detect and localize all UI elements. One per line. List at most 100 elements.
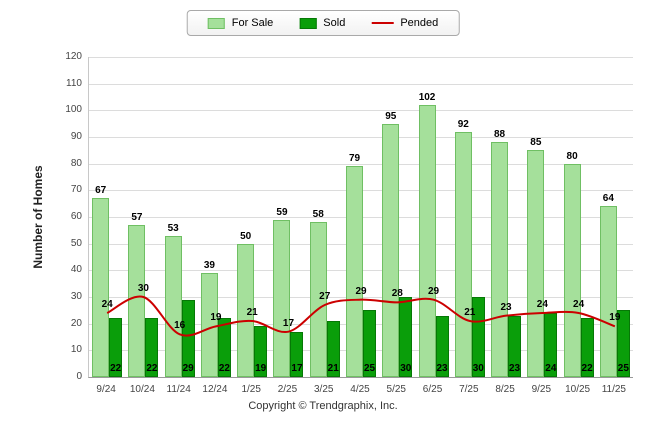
for-sale-value: 50 <box>240 230 252 242</box>
for-sale-bar <box>382 123 400 377</box>
legend-label-for-sale: For Sale <box>231 17 274 29</box>
sold-value: 25 <box>363 363 376 374</box>
x-tick-label: 10/25 <box>565 384 591 395</box>
for-sale-value: 88 <box>494 129 506 141</box>
sold-value: 23 <box>509 363 521 374</box>
for-sale-bar <box>346 166 363 377</box>
sold-value: 19 <box>255 363 267 374</box>
pended-line-swatch <box>371 22 394 24</box>
pended-value: 24 <box>536 299 548 310</box>
y-tick-label: 30 <box>70 291 82 302</box>
legend-item-sold: Sold <box>299 17 345 29</box>
y-tick-label: 120 <box>65 51 82 62</box>
for-sale-bar <box>418 105 436 377</box>
for-sale-value: 53 <box>167 222 179 234</box>
pended-value: 24 <box>573 299 585 310</box>
for-sale-value: 57 <box>131 212 143 223</box>
copyright: Copyright © Trendgraphix, Inc. <box>248 400 398 412</box>
for-sale-value: 92 <box>457 118 469 130</box>
legend-item-for-sale: For Sale <box>207 17 274 29</box>
x-tick-label: 3/25 <box>313 384 334 395</box>
x-tick-label: 4/25 <box>350 384 370 395</box>
pended-value: 21 <box>464 307 476 318</box>
y-tick-label: 60 <box>70 211 82 222</box>
x-tick-label: 9/25 <box>531 384 552 395</box>
for-sale-value: 67 <box>95 185 107 197</box>
y-tick-label: 0 <box>76 371 82 382</box>
sold-value: 23 <box>436 363 448 374</box>
plot-area: 67 22 24 57 22 30 53 29 16 39 22 19 50 19 21 59 17 17 58 21… <box>88 57 633 378</box>
pended-value: 24 <box>101 299 113 310</box>
y-tick-label: 40 <box>70 264 82 276</box>
for-sale-value: 58 <box>312 209 324 221</box>
for-sale-bar <box>164 235 182 377</box>
for-sale-swatch <box>207 17 225 29</box>
pended-value: 21 <box>246 307 258 318</box>
sold-swatch <box>299 17 317 29</box>
for-sale-value: 39 <box>203 260 215 271</box>
gridline <box>89 83 633 85</box>
for-sale-value: 80 <box>566 150 578 162</box>
for-sale-bar <box>454 131 472 377</box>
y-tick-label: 90 <box>70 131 82 142</box>
pended-value: 27 <box>319 291 331 302</box>
sold-value: 21 <box>327 363 339 374</box>
x-tick-label: 1/25 <box>241 384 261 395</box>
y-tick-label: 100 <box>65 104 82 116</box>
gridline <box>89 110 633 112</box>
pended-value: 16 <box>174 320 186 332</box>
x-tick-label: 6/25 <box>422 384 443 395</box>
sold-value: 25 <box>617 363 629 374</box>
legend-label-sold: Sold <box>323 17 346 29</box>
sold-value: 17 <box>291 363 303 374</box>
gridline <box>89 163 633 165</box>
for-sale-bar <box>92 198 110 377</box>
pended-value: 29 <box>427 285 440 297</box>
for-sale-value: 64 <box>602 193 614 205</box>
pended-value: 17 <box>282 317 295 329</box>
legend: For Sale Sold Pended <box>186 10 460 36</box>
sold-value: 22 <box>218 363 230 374</box>
for-sale-value: 85 <box>530 137 542 149</box>
for-sale-value: 95 <box>385 110 397 122</box>
x-tick-label: 11/24 <box>166 384 191 395</box>
sold-value: 30 <box>400 363 412 374</box>
gridline <box>89 57 633 58</box>
sold-bar <box>616 310 630 377</box>
legend-label-pended: Pended <box>400 17 439 29</box>
y-axis-title: Number of Homes <box>31 165 45 269</box>
sold-value: 22 <box>110 363 122 374</box>
pended-value: 19 <box>210 312 222 324</box>
sold-value: 22 <box>581 363 593 374</box>
for-sale-bar <box>273 219 291 377</box>
for-sale-value: 79 <box>348 153 361 165</box>
x-tick-label: 5/25 <box>386 384 406 395</box>
for-sale-bar <box>527 150 545 377</box>
x-tick-label: 11/25 <box>601 384 627 395</box>
pended-value: 19 <box>609 312 621 324</box>
for-sale-bar <box>128 225 146 377</box>
gridline <box>89 137 633 138</box>
x-tick-label: 8/25 <box>495 384 515 395</box>
pended-value: 23 <box>500 301 512 313</box>
x-tick-label: 7/25 <box>459 384 479 395</box>
y-tick-label: 20 <box>70 317 82 329</box>
legend-item-pended: Pended <box>371 17 438 29</box>
for-sale-bar <box>563 163 581 377</box>
for-sale-value: 102 <box>418 92 436 103</box>
y-tick-label: 80 <box>70 157 82 169</box>
x-tick-label: 12/24 <box>202 384 228 395</box>
y-tick-label: 70 <box>70 184 82 196</box>
for-sale-bar <box>491 142 509 377</box>
x-tick-label: 9/24 <box>96 384 116 395</box>
for-sale-bar <box>599 206 617 377</box>
pended-value: 29 <box>355 285 367 297</box>
x-tick-label: 10/24 <box>129 384 155 395</box>
sold-value: 22 <box>146 363 158 374</box>
y-tick-label: 110 <box>66 77 82 89</box>
sold-value: 29 <box>182 363 194 374</box>
y-tick-label: 10 <box>70 344 82 356</box>
pended-value: 30 <box>137 283 149 294</box>
for-sale-value: 59 <box>276 206 288 218</box>
